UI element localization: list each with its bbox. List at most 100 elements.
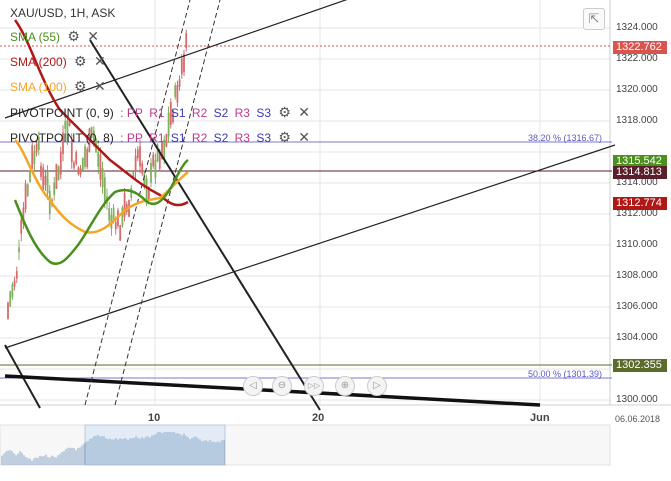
time-label: 20 xyxy=(312,412,325,424)
price-tick: 1310.000 xyxy=(616,239,658,250)
candle-body xyxy=(86,149,89,168)
candle-body xyxy=(62,132,64,155)
close-icon[interactable]: ✕ xyxy=(298,129,310,145)
candle-body xyxy=(75,152,78,164)
candle-body xyxy=(66,120,69,144)
candle-body xyxy=(37,136,40,150)
candle-body xyxy=(183,53,185,73)
gear-icon[interactable]: ⚙ xyxy=(74,78,87,94)
candle-body xyxy=(68,121,71,126)
candle-body xyxy=(103,177,106,204)
candle-body xyxy=(92,130,95,143)
pivot-s1: S1 xyxy=(170,131,186,145)
chart-title: XAU/USD, 1H, ASK xyxy=(10,6,116,20)
gear-icon[interactable]: ⚙ xyxy=(74,53,87,69)
candle-body xyxy=(18,247,20,253)
price-tick: 1308.000 xyxy=(616,270,658,281)
date-label: 06.06.2018 xyxy=(615,414,661,424)
candle-body xyxy=(172,110,174,123)
candle-body xyxy=(136,149,139,159)
candle-body xyxy=(161,142,163,159)
indicator-sma-100[interactable]: SMA (100) ⚙ ✕ xyxy=(10,78,106,94)
candle-body xyxy=(59,151,62,175)
expand-icon[interactable]: ⇱ xyxy=(583,8,605,30)
candle-body xyxy=(150,162,152,183)
candle-body xyxy=(101,167,104,188)
time-label: 10 xyxy=(148,412,161,424)
price-tick: 1320.000 xyxy=(616,84,658,95)
price-tick: 1304.000 xyxy=(616,332,658,343)
candle-body xyxy=(77,167,80,175)
candle-body xyxy=(147,186,150,200)
candle-body xyxy=(48,190,51,214)
indicator-label: PIVOTPOINT (0, 8) xyxy=(10,131,114,145)
price-tick: 1306.000 xyxy=(616,301,658,312)
candle-body xyxy=(112,207,115,220)
fib-label-38: 38.20 % (1316.67) xyxy=(528,133,603,143)
candle-body xyxy=(130,188,133,198)
candle-body xyxy=(46,171,49,193)
candle-body xyxy=(108,208,111,221)
candle-body xyxy=(174,85,177,97)
candle-body xyxy=(44,175,47,186)
price-tick: 1322.000 xyxy=(616,53,658,64)
indicator-pivot-9[interactable]: PIVOTPOINT (0, 9) : PP R1 S1 R2 S2 R3 S3… xyxy=(10,104,310,120)
price-tick: 1324.000 xyxy=(616,22,658,33)
candle-body xyxy=(55,163,58,189)
candle-body xyxy=(29,170,31,182)
indicator-label: SMA (55) xyxy=(10,30,61,44)
current-price-tag: 1322.762 xyxy=(613,41,667,54)
pivot-s1: S1 xyxy=(170,106,186,120)
gear-icon[interactable]: ⚙ xyxy=(67,28,80,44)
candle-body xyxy=(134,155,137,172)
candle-body xyxy=(121,207,124,226)
candlesticks xyxy=(7,29,188,320)
pivot-pp: : PP xyxy=(120,131,143,145)
candle-body xyxy=(35,143,38,153)
candle-body xyxy=(81,157,84,171)
candle-body xyxy=(132,172,135,177)
candle-body xyxy=(9,291,12,307)
pivot-r3: R3 xyxy=(234,131,250,145)
indicator-pivot-8[interactable]: PIVOTPOINT (0, 8) : PP R1 S1 R2 S2 R3 S3… xyxy=(10,129,310,145)
candle-body xyxy=(167,112,170,137)
candle-body xyxy=(165,134,168,147)
sma-55-line xyxy=(13,158,189,265)
reset-button[interactable]: ▷▷ xyxy=(304,376,324,396)
candle-body xyxy=(139,146,141,167)
candle-body xyxy=(79,168,82,175)
candle-body xyxy=(31,145,34,169)
indicator-sma-55[interactable]: SMA (55) ⚙ ✕ xyxy=(10,28,99,44)
gear-icon[interactable]: ⚙ xyxy=(278,129,291,145)
candle-body xyxy=(154,159,157,178)
time-label: Jun xyxy=(530,412,550,424)
close-icon[interactable]: ✕ xyxy=(87,28,99,44)
sma-200-price-tag: 1312.774 xyxy=(613,197,667,210)
candle-body xyxy=(176,85,179,103)
close-icon[interactable]: ✕ xyxy=(298,104,310,120)
close-icon[interactable]: ✕ xyxy=(93,53,106,69)
candle-body xyxy=(90,126,93,138)
candle-body xyxy=(15,271,18,279)
price-tick: 1314.000 xyxy=(616,177,658,188)
candle-body xyxy=(33,151,36,165)
scroll-right-button[interactable]: ▷ xyxy=(367,376,387,396)
candle-body xyxy=(73,162,75,168)
gear-icon[interactable]: ⚙ xyxy=(278,104,291,120)
level-price-tag: 1314.813 xyxy=(613,166,667,179)
pivot-r3: R3 xyxy=(234,106,250,120)
pivot-pp: : PP xyxy=(120,106,143,120)
candle-body xyxy=(114,221,117,230)
scroll-left-button[interactable]: ◁ xyxy=(243,376,263,396)
close-icon[interactable]: ✕ xyxy=(93,78,106,94)
zoom-in-button[interactable]: ⊕ xyxy=(335,376,355,396)
pivot-s3: S3 xyxy=(256,131,271,145)
pivot-s2: S2 xyxy=(213,131,229,145)
indicator-sma-200[interactable]: SMA (200) ⚙ ✕ xyxy=(10,53,106,69)
pivot-s2: S2 xyxy=(213,106,229,120)
price-tick: 1318.000 xyxy=(616,115,658,126)
candle-body xyxy=(13,280,16,287)
zoom-out-button[interactable]: ⊖ xyxy=(272,376,292,396)
